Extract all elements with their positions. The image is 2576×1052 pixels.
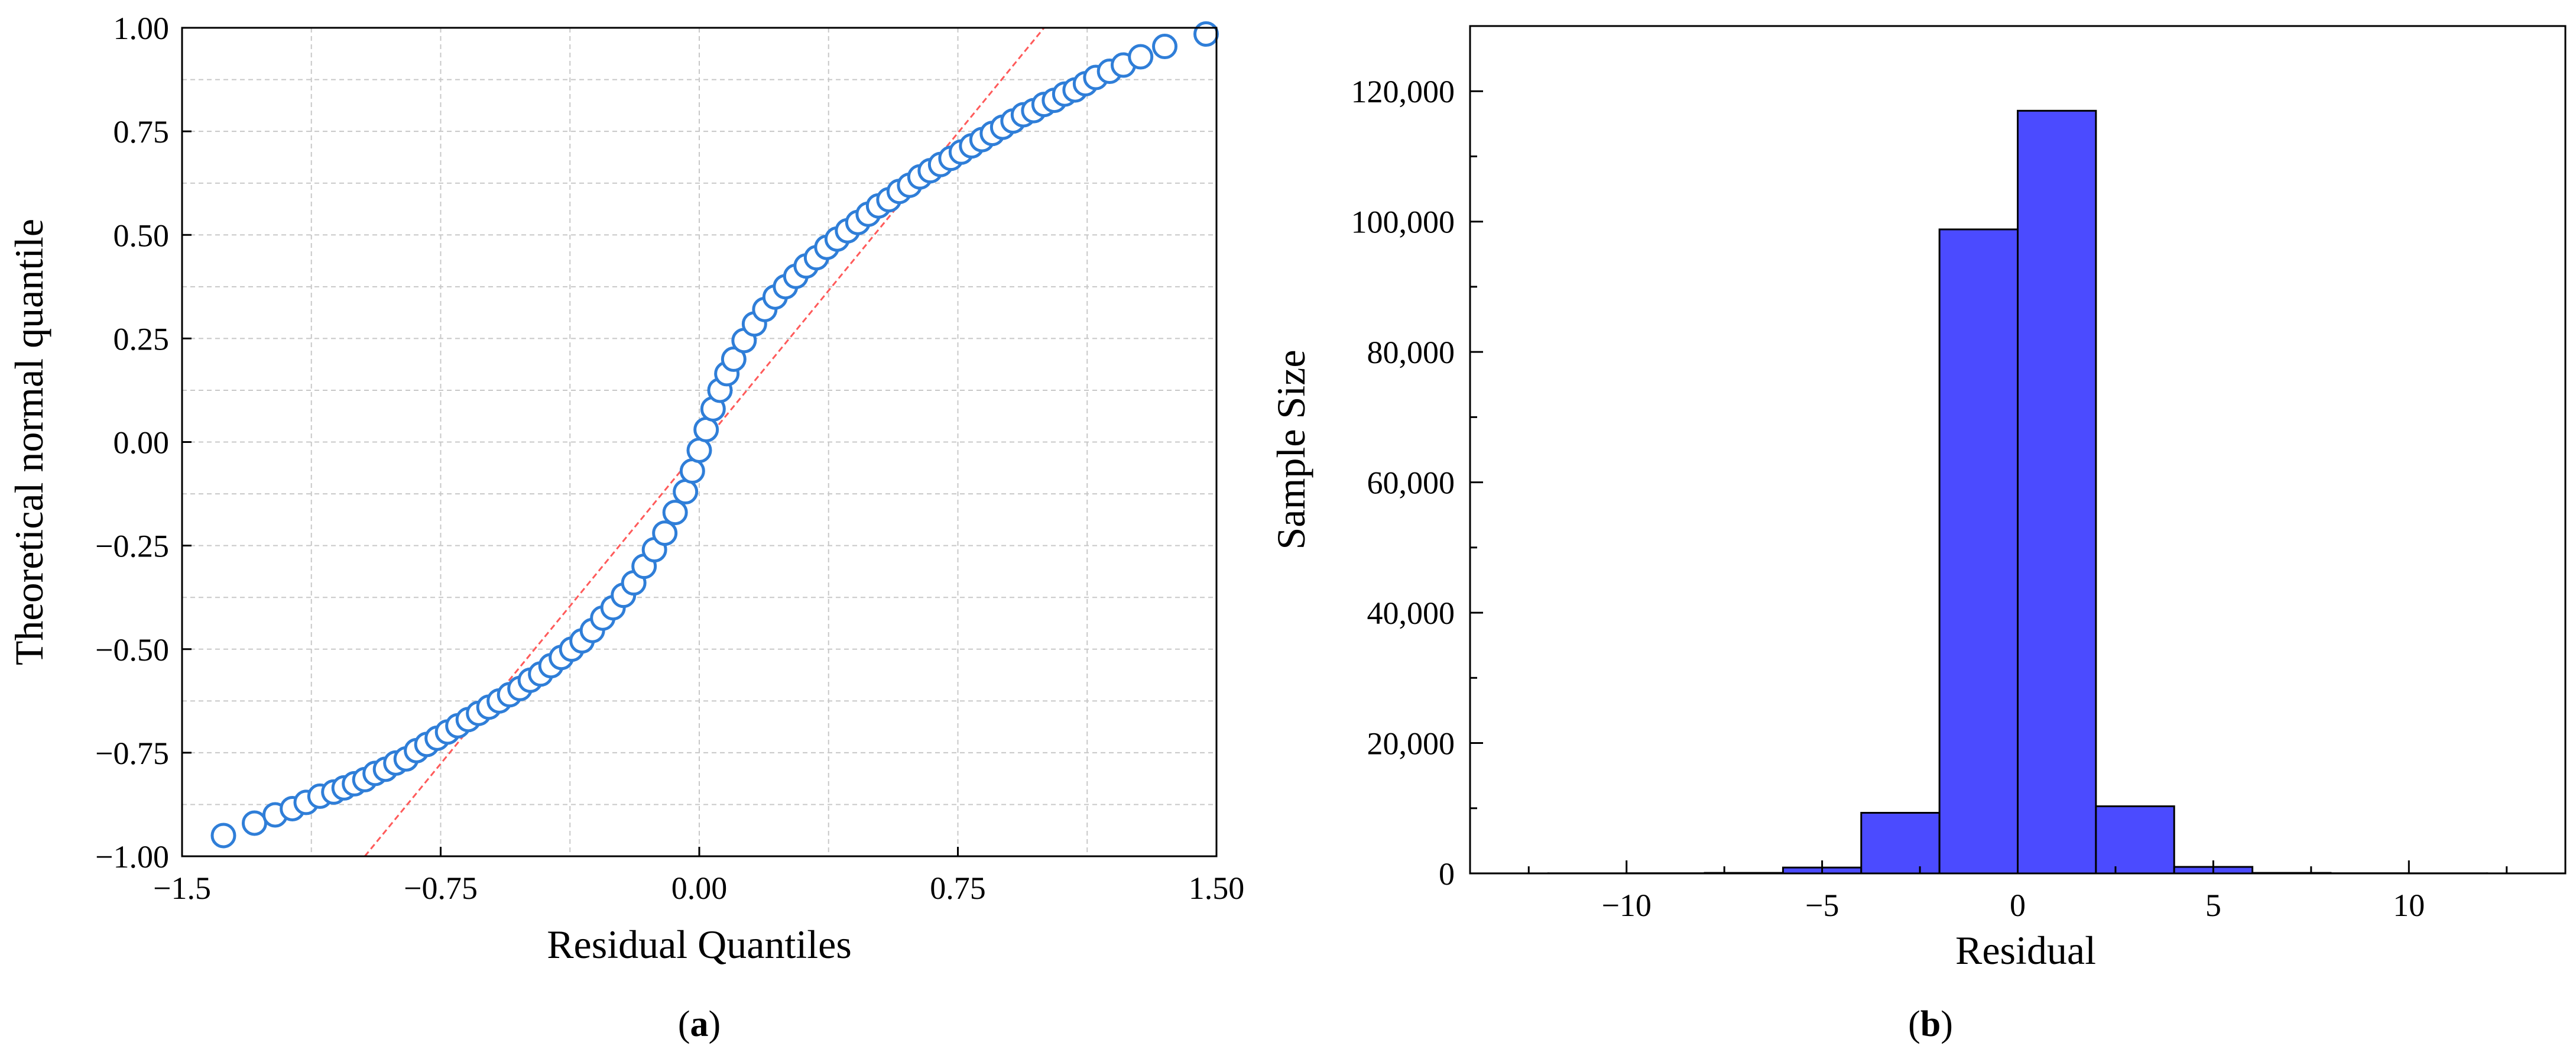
panel-letter-a: a [690,1004,709,1044]
histogram-x-tick-label: 5 [2205,888,2221,923]
qq-x-tick-label: −1.5 [153,870,211,906]
histogram-bars [1469,109,2567,875]
histogram-bar [1938,228,2019,875]
qq-plot-panel: −1.5 −0.75 0.00 0.75 1.50 −1.00 −0.75 −0.50 −0.2… [7,11,1244,1044]
qq-y-tick-label: 0.75 [113,114,170,150]
qq-y-tick-label: −0.75 [95,736,169,771]
histogram-bar [2017,109,2097,875]
qq-point [1152,34,1177,60]
qq-x-axis-title: Residual Quantiles [547,922,852,967]
histogram-y-tick-label: 20,000 [1367,726,1455,762]
qq-x-tick-label: 0.00 [671,870,728,906]
qq-y-axis-title: Theoretical normal quantile [7,219,51,665]
qq-y-tick-label: −0.50 [95,632,169,668]
panel-label-b: (b) [1908,1004,1953,1044]
histogram-y-tick-label: 80,000 [1367,335,1455,370]
qq-y-tick-label: 0.00 [113,425,170,461]
qq-point [679,458,705,484]
qq-y-tick-label: −0.25 [95,529,169,564]
qq-plot-ticks: −1.5 −0.75 0.00 0.75 1.50 −1.00 −0.75 −0.50 −0.2… [95,11,1244,906]
qq-point [242,810,267,836]
histogram-panel: −10 −5 0 5 10 0 20,000 40,000 60,000 80,000 100,00… [1268,25,2567,1044]
qq-y-tick-label: 0.50 [113,218,170,253]
qq-point [693,416,719,442]
qq-x-tick-label: −0.75 [404,870,478,906]
qq-point [721,346,747,372]
histogram-x-tick-label: 10 [2393,888,2425,923]
histogram-y-tick-label: 60,000 [1367,465,1455,501]
histogram-y-tick-label: 100,000 [1351,205,1455,240]
qq-point [662,500,688,526]
qq-y-tick-label: 0.25 [113,321,170,357]
qq-x-tick-label: 1.50 [1189,870,1245,906]
panel-label-a: (a) [678,1004,721,1044]
qq-point [1193,21,1219,47]
histogram-bar [1860,811,1941,875]
qq-point [210,823,236,849]
histogram-y-axis-title: Sample Size [1268,349,1313,549]
qq-point [652,520,678,546]
histogram-y-tick-label: 120,000 [1351,74,1455,109]
histogram-x-tick-label: −10 [1601,888,1651,923]
histogram-x-axis-title: Residual [1955,928,2096,973]
histogram-x-tick-label: 0 [2010,888,2026,923]
histogram-ticks: −10 −5 0 5 10 0 20,000 40,000 60,000 80,000 100,00… [1351,25,2508,923]
qq-y-tick-label: −1.00 [95,839,169,875]
qq-point [673,479,699,505]
histogram-y-tick-label: 40,000 [1367,595,1455,631]
qq-points [210,21,1219,849]
histogram-bar [2095,805,2175,875]
histogram-y-tick-label: 0 [1439,856,1455,892]
qq-point [686,438,712,464]
panel-letter-b: b [1920,1004,1941,1044]
qq-point [1128,44,1154,70]
qq-x-tick-label: 0.75 [930,870,986,906]
histogram-x-tick-label: −5 [1805,888,1839,923]
qq-y-tick-label: 1.00 [113,11,170,46]
